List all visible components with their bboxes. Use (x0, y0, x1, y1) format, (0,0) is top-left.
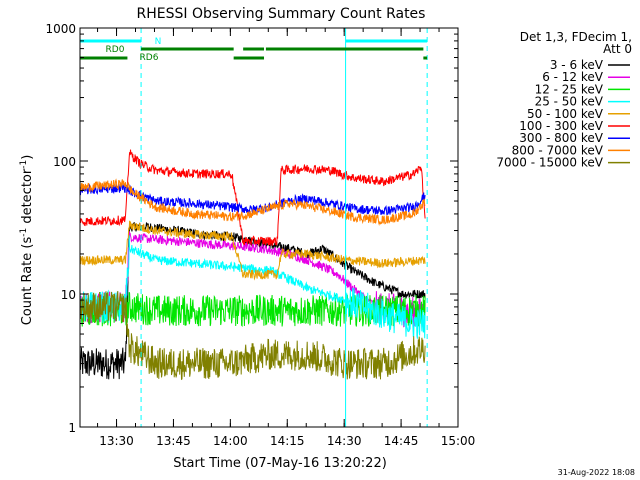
y-axis-label-sup2: -1 (19, 160, 29, 169)
legend-label-3: 12 - 25 keV (535, 82, 604, 96)
series-line-8 (79, 178, 426, 226)
x-tick-label: 13:30 (99, 434, 134, 448)
y-axis-label-end: ) (20, 155, 35, 160)
legend-label-4: 25 - 50 keV (535, 95, 604, 109)
y-axis-label: Count Rate (s-1 detector-1) (19, 155, 35, 326)
chart-title: RHESSI Observing Summary Count Rates (137, 6, 426, 22)
legend-label-2: 6 - 12 keV (542, 70, 604, 84)
legend-label-7: 300 - 800 keV (519, 131, 603, 145)
x-tick-label: 13:45 (156, 434, 191, 448)
legend-label-5: 50 - 100 keV (527, 107, 604, 121)
state-label-rd6: RD6 (140, 53, 159, 63)
x-tick-label: 14:00 (213, 434, 248, 448)
x-tick-label: 14:15 (270, 434, 305, 448)
legend-label-9: 7000 - 15000 keV (496, 156, 603, 170)
y-axis-label-sup1: -1 (19, 228, 29, 237)
y-tick-label: 1 (68, 421, 76, 435)
x-tick-label: 14:30 (327, 434, 362, 448)
legend-label-6: 100 - 300 keV (519, 119, 603, 133)
plot-frame (79, 27, 459, 428)
legend-title-line-1: Det 1,3, FDecim 1, (520, 30, 632, 44)
legend-label-1: 3 - 6 keV (550, 58, 604, 72)
y-tick-label: 10 (61, 288, 76, 302)
y-axis-label-main: Count Rate (s (20, 237, 35, 326)
series-line-6 (79, 149, 426, 247)
state-label-n: N (155, 37, 162, 47)
x-tick-label: 14:45 (384, 434, 419, 448)
y-tick-label: 1000 (45, 22, 76, 36)
footer-date: 31-Aug-2022 18:08 (558, 468, 635, 477)
y-axis-label-mid: detector (20, 168, 35, 228)
x-tick-label: 15:00 (441, 434, 476, 448)
state-label-rd0: RD0 (106, 45, 125, 55)
x-axis-label: Start Time (07-May-16 13:20:22) (173, 456, 387, 471)
legend-label-8: 800 - 7000 keV (512, 143, 604, 157)
plot-area: N RD0 RD6 1 10 100 1000 13:30 13:45 14:00 14:15 14:… (45, 22, 475, 448)
legend-title-line-2: Att 0 (603, 42, 632, 56)
series-line-5 (79, 220, 426, 281)
series-line-9 (79, 291, 426, 381)
y-tick-label: 100 (53, 155, 76, 169)
